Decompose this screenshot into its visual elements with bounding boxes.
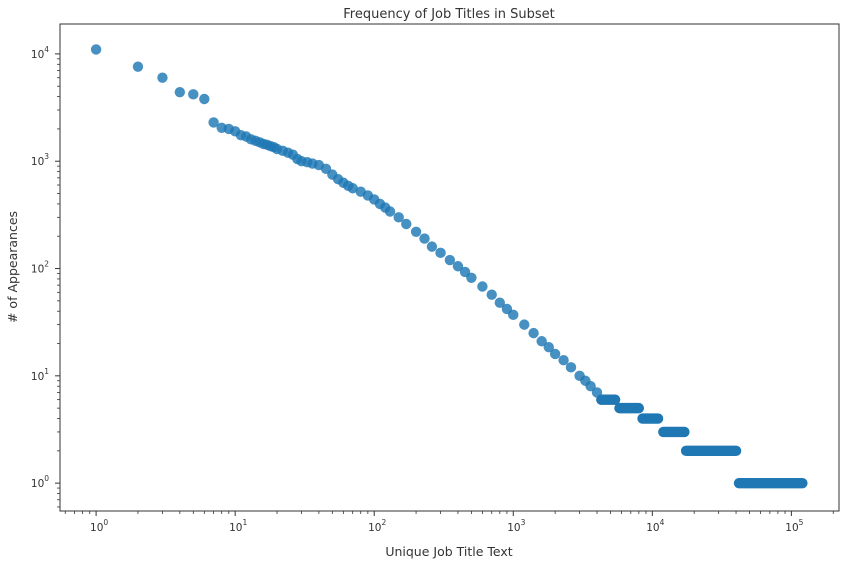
data-point bbox=[188, 89, 199, 100]
data-point bbox=[90, 44, 102, 55]
data-point bbox=[486, 289, 497, 300]
data-point bbox=[410, 226, 422, 237]
data-point bbox=[419, 233, 430, 244]
data-point bbox=[384, 206, 396, 217]
data-point bbox=[543, 341, 554, 353]
data-point bbox=[435, 247, 446, 259]
y-tick-label: 102 bbox=[31, 260, 49, 276]
ticks-layer: 100 101 102 103 104 105 100 101 102 103 104 bbox=[31, 45, 834, 534]
data-point bbox=[444, 254, 456, 266]
points-layer bbox=[90, 44, 808, 489]
data-point bbox=[519, 319, 530, 330]
data-point bbox=[426, 241, 438, 252]
data-point bbox=[494, 297, 505, 308]
y-tick-label: 101 bbox=[31, 367, 49, 383]
data-point bbox=[528, 327, 539, 339]
y-tick-label: 103 bbox=[31, 152, 49, 168]
data-point bbox=[132, 61, 144, 72]
data-point bbox=[452, 261, 464, 272]
data-point bbox=[558, 354, 569, 366]
data-point bbox=[565, 362, 577, 373]
data-point bbox=[208, 117, 219, 128]
y-axis-label: # of Appearances bbox=[5, 211, 20, 323]
x-tick-label: 104 bbox=[646, 518, 664, 534]
y-tick-label: 104 bbox=[31, 45, 49, 61]
data-point bbox=[536, 336, 547, 347]
data-point bbox=[466, 272, 477, 283]
plot-frame bbox=[59, 23, 840, 512]
data-point bbox=[199, 93, 210, 105]
data-point bbox=[347, 183, 358, 194]
data-point bbox=[477, 281, 488, 292]
x-tick-label: 100 bbox=[90, 518, 108, 534]
x-tick-label: 105 bbox=[785, 518, 803, 534]
x-axis-label: Unique Job Title Text bbox=[385, 544, 512, 559]
chart-title: Frequency of Job Titles in Subset bbox=[343, 7, 555, 22]
x-tick-label: 101 bbox=[229, 518, 247, 534]
data-point bbox=[393, 212, 404, 223]
data-point bbox=[549, 348, 561, 360]
x-tick-label: 103 bbox=[507, 518, 525, 534]
data-point bbox=[585, 381, 596, 392]
data-point bbox=[508, 309, 519, 321]
y-tick-label: 100 bbox=[31, 474, 49, 490]
data-point bbox=[157, 72, 168, 83]
data-point bbox=[401, 218, 412, 230]
data-point bbox=[174, 86, 186, 98]
x-tick-label: 102 bbox=[368, 518, 386, 534]
